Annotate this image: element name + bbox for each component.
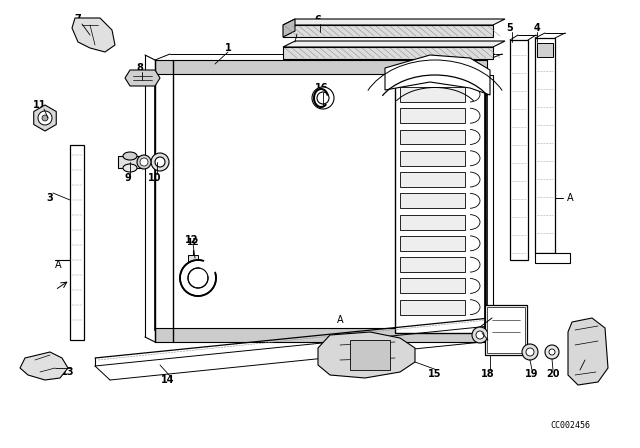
Bar bbox=[350, 340, 390, 370]
Bar bbox=[188, 255, 198, 263]
Polygon shape bbox=[155, 328, 487, 342]
Circle shape bbox=[312, 87, 334, 109]
Bar bbox=[400, 236, 465, 251]
Bar bbox=[400, 108, 465, 123]
Text: 17: 17 bbox=[483, 331, 497, 341]
Bar bbox=[400, 172, 465, 187]
Text: 4: 4 bbox=[534, 23, 540, 33]
Bar bbox=[155, 72, 487, 75]
Bar bbox=[400, 300, 465, 314]
Text: 20: 20 bbox=[547, 369, 560, 379]
Polygon shape bbox=[20, 352, 68, 380]
Text: CC002456: CC002456 bbox=[550, 421, 590, 430]
Circle shape bbox=[42, 115, 48, 121]
Polygon shape bbox=[385, 55, 490, 95]
Circle shape bbox=[137, 155, 151, 169]
Bar bbox=[400, 129, 465, 144]
Text: 3: 3 bbox=[47, 193, 53, 203]
Bar bbox=[400, 194, 465, 208]
Circle shape bbox=[317, 92, 329, 104]
Circle shape bbox=[522, 344, 538, 360]
Text: 15: 15 bbox=[428, 369, 442, 379]
Text: A: A bbox=[406, 52, 413, 62]
Text: 16: 16 bbox=[316, 83, 329, 93]
Circle shape bbox=[526, 348, 534, 356]
Bar bbox=[155, 72, 487, 330]
Bar bbox=[118, 156, 142, 168]
Polygon shape bbox=[155, 60, 487, 74]
Circle shape bbox=[180, 260, 216, 296]
Wedge shape bbox=[198, 261, 215, 278]
Bar bbox=[400, 215, 465, 229]
Polygon shape bbox=[283, 19, 505, 25]
Text: 18: 18 bbox=[481, 369, 495, 379]
Text: 19: 19 bbox=[525, 369, 539, 379]
Text: A: A bbox=[566, 193, 573, 203]
Bar bbox=[400, 257, 465, 272]
Ellipse shape bbox=[123, 152, 137, 160]
Polygon shape bbox=[283, 47, 493, 59]
Circle shape bbox=[472, 327, 488, 343]
Text: A: A bbox=[54, 260, 61, 270]
Bar bbox=[400, 87, 465, 102]
Circle shape bbox=[476, 331, 484, 339]
Text: 12: 12 bbox=[185, 235, 199, 245]
Bar bbox=[535, 38, 555, 253]
Text: 9: 9 bbox=[125, 173, 131, 183]
Polygon shape bbox=[283, 25, 493, 37]
Text: A: A bbox=[337, 315, 343, 325]
Polygon shape bbox=[34, 105, 56, 131]
Text: 1: 1 bbox=[225, 43, 232, 53]
Circle shape bbox=[188, 268, 208, 288]
Polygon shape bbox=[125, 70, 160, 86]
Text: 6: 6 bbox=[315, 15, 321, 25]
Text: 14: 14 bbox=[161, 375, 175, 385]
Bar bbox=[487, 307, 525, 353]
Polygon shape bbox=[283, 41, 505, 47]
Circle shape bbox=[151, 153, 169, 171]
Bar bbox=[400, 279, 465, 293]
Bar bbox=[535, 253, 570, 263]
Polygon shape bbox=[568, 318, 608, 385]
Text: 11: 11 bbox=[33, 100, 47, 110]
Circle shape bbox=[545, 345, 559, 359]
Polygon shape bbox=[283, 19, 295, 37]
Text: 10: 10 bbox=[148, 173, 162, 183]
Text: 5: 5 bbox=[507, 23, 513, 33]
Bar bbox=[510, 40, 528, 260]
Circle shape bbox=[549, 349, 555, 355]
Text: 2: 2 bbox=[292, 25, 298, 35]
Text: 8: 8 bbox=[136, 63, 143, 73]
Circle shape bbox=[140, 158, 148, 166]
Bar bbox=[537, 43, 553, 57]
Polygon shape bbox=[72, 18, 115, 52]
Text: 7: 7 bbox=[75, 14, 81, 24]
Text: 21: 21 bbox=[573, 369, 587, 379]
Bar bbox=[400, 151, 465, 166]
Bar bbox=[155, 327, 487, 330]
Text: 12: 12 bbox=[186, 237, 198, 246]
Circle shape bbox=[38, 111, 52, 125]
Bar bbox=[485, 305, 527, 355]
Text: 13: 13 bbox=[61, 367, 75, 377]
Bar bbox=[395, 75, 485, 333]
Circle shape bbox=[155, 157, 165, 167]
Ellipse shape bbox=[123, 164, 137, 172]
Bar bbox=[70, 145, 84, 340]
Polygon shape bbox=[318, 332, 415, 378]
